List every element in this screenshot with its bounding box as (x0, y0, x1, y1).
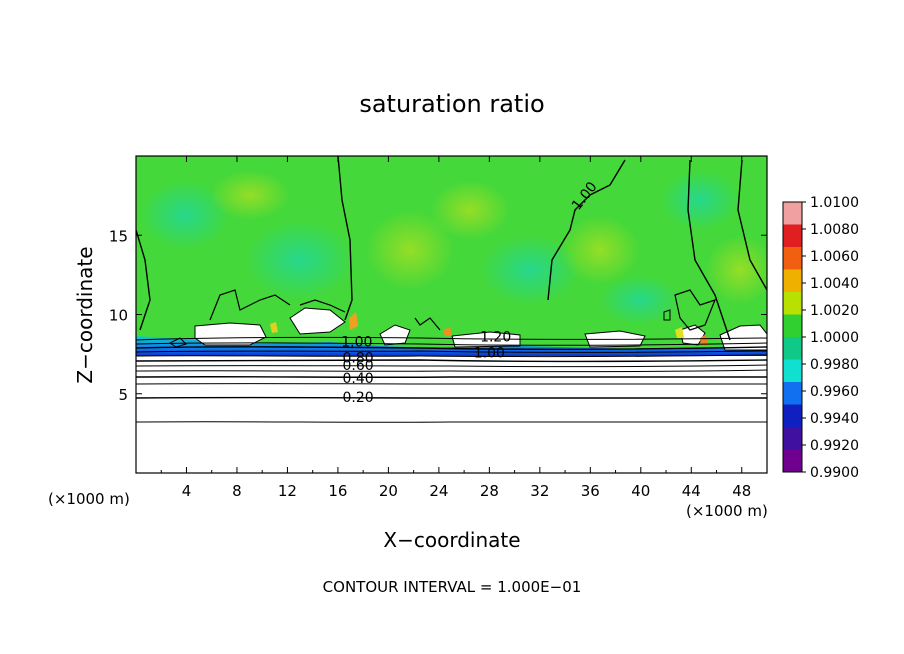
colorbar-label: 1.0020 (810, 303, 859, 319)
colorbar-label: 1.0100 (810, 195, 859, 211)
colorbar-swatch (783, 427, 802, 450)
contour-label: 1.00 (341, 334, 372, 350)
colorbar-swatch (783, 269, 802, 293)
colorbar-swatch (783, 224, 802, 248)
contour-label: 1.20 (480, 330, 511, 346)
y-tick-label: 10 (109, 307, 128, 325)
x-unit-right: (×1000 m) (686, 502, 768, 520)
colorbar-swatch (783, 247, 802, 270)
colorbar-label: 1.0080 (810, 222, 859, 238)
colorbar-label: 1.0040 (810, 276, 859, 292)
cloud-regions (194, 307, 767, 351)
x-tick-label: 28 (480, 482, 499, 500)
x-tick-label: 20 (379, 482, 398, 500)
colorbar-label: 0.9960 (810, 384, 859, 400)
cloud-edge-marks (270, 312, 708, 346)
x-tick-label: 32 (530, 482, 549, 500)
contour-label: 1.00 (474, 346, 505, 362)
y-axis-label: Z−coordinate (73, 246, 97, 383)
colorbar-labels: 1.0100 1.0080 1.0060 1.0040 1.0020 1.0000 0.99… (802, 195, 859, 481)
colorbar-label: 0.9980 (810, 357, 859, 373)
plot-area (136, 156, 767, 473)
x-tick-label: 44 (682, 482, 701, 500)
colorbar-swatch (783, 292, 802, 315)
colorbar-label: 0.9920 (810, 438, 859, 454)
colorbar-swatch (783, 314, 802, 338)
x-axis-ticks: 4 8 12 16 20 24 28 32 36 40 44 48 (160, 156, 751, 500)
x-tick-label: 48 (732, 482, 751, 500)
colorbar-label: 1.0000 (810, 330, 859, 346)
x-tick-label: 24 (429, 482, 448, 500)
field-blobs (140, 170, 767, 325)
x-tick-label: 16 (328, 482, 347, 500)
contour-label: 0.60 (343, 358, 374, 374)
contour-lines (136, 156, 767, 424)
x-unit-left: (×1000 m) (48, 490, 130, 508)
lower-dry-region (136, 352, 767, 473)
colorbar (782, 201, 803, 473)
contour-label: 0.20 (343, 390, 374, 406)
contour-interval-note: CONTOUR INTERVAL = 1.000E−01 (323, 578, 582, 596)
y-axis-ticks: 5 10 15 (109, 227, 767, 404)
x-axis-label: X−coordinate (383, 528, 520, 552)
x-tick-label: 40 (631, 482, 650, 500)
colorbar-label: 0.9940 (810, 411, 859, 427)
y-tick-label: 5 (118, 386, 128, 404)
colorbar-swatch (783, 449, 802, 473)
y-tick-label: 15 (109, 227, 128, 245)
x-tick-label: 12 (278, 482, 297, 500)
x-tick-label: 8 (232, 482, 242, 500)
colorbar-swatch (783, 337, 802, 360)
contour-labels: 1.001.201.001.000.800.600.400.20 (341, 179, 600, 406)
colorbar-swatch (783, 382, 802, 405)
colorbar-swatch (783, 404, 802, 428)
contour-label: 0.80 (343, 350, 374, 366)
colorbar-label: 0.9900 (810, 465, 859, 481)
colorbar-swatch (783, 359, 802, 383)
colorbar-swatch (783, 202, 802, 225)
contour-label: 0.40 (343, 371, 374, 387)
chart-title: saturation ratio (359, 90, 544, 118)
x-tick-label: 36 (581, 482, 600, 500)
colorbar-label: 1.0060 (810, 249, 859, 265)
x-tick-label: 4 (182, 482, 192, 500)
